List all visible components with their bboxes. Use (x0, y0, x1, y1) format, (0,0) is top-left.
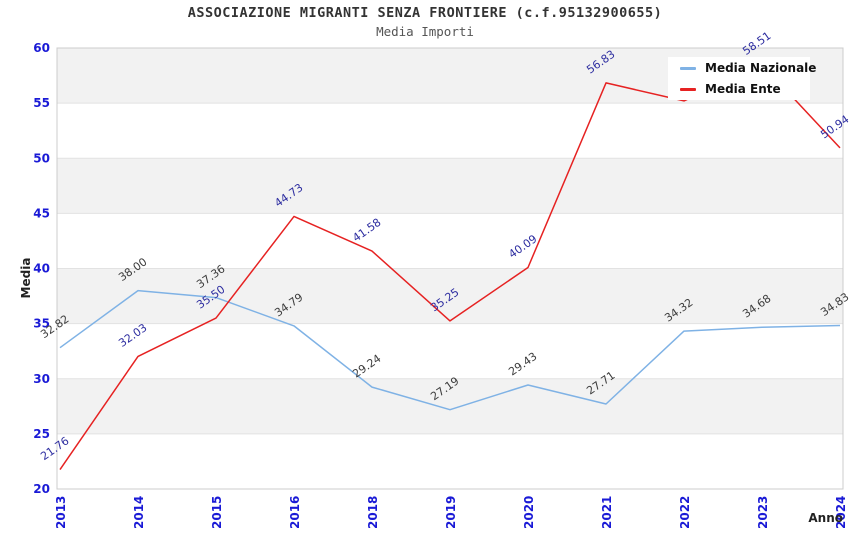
x-axis-tick-label: 2014 (132, 496, 146, 529)
series-line-media-nazionale (59, 289, 841, 411)
x-axis-tick-label: 2024 (834, 496, 848, 529)
grid-band (57, 378, 843, 434)
x-axis-tick-label: 2016 (288, 496, 302, 529)
y-axis-tick-label: 50 (33, 151, 50, 165)
legend-item-media-ente: Media Ente (680, 82, 810, 96)
x-axis-tick-label: 2018 (366, 496, 380, 529)
legend-line-icon-nazionale (680, 66, 696, 70)
y-axis-tick-label: 25 (33, 427, 50, 441)
grid-band (57, 158, 843, 214)
x-axis-title: Anno (808, 511, 843, 525)
legend-label: Media Nazionale (705, 61, 817, 75)
y-axis-tick-label: 40 (33, 262, 50, 276)
y-axis-tick-label: 30 (33, 372, 50, 386)
plot-border (56, 47, 844, 490)
x-axis-tick-label: 2015 (210, 496, 224, 529)
legend-line-icon-ente (680, 87, 696, 91)
x-axis-tick-label: 2020 (522, 496, 536, 529)
legend-label: Media Ente (705, 82, 781, 96)
y-axis-tick-label: 60 (33, 41, 50, 55)
y-axis-tick-label: 45 (33, 206, 50, 220)
x-axis-tick-label: 2023 (756, 496, 770, 529)
grid-band (57, 433, 843, 489)
y-axis-tick-label: 20 (33, 482, 50, 496)
y-axis-tick-label: 55 (33, 96, 50, 110)
y-axis-tick-label: 35 (33, 317, 50, 331)
legend-item-media-nazionale: Media Nazionale (680, 61, 816, 75)
y-axis-title: Media (19, 258, 33, 299)
chart-subtitle: Media Importi (376, 24, 474, 39)
x-axis-tick-label: 2013 (54, 496, 68, 529)
grid-band (57, 213, 843, 269)
x-axis-tick-label: 2022 (678, 496, 692, 529)
grid-band (57, 323, 843, 379)
chart-title: ASSOCIAZIONE MIGRANTI SENZA FRONTIERE (c… (187, 5, 663, 21)
x-axis-tick-label: 2021 (600, 496, 614, 529)
grid-band (57, 268, 843, 324)
x-axis-tick-label: 2019 (444, 496, 458, 529)
grid-band (57, 103, 843, 159)
legend: Media Nazionale Media Ente (668, 57, 816, 100)
